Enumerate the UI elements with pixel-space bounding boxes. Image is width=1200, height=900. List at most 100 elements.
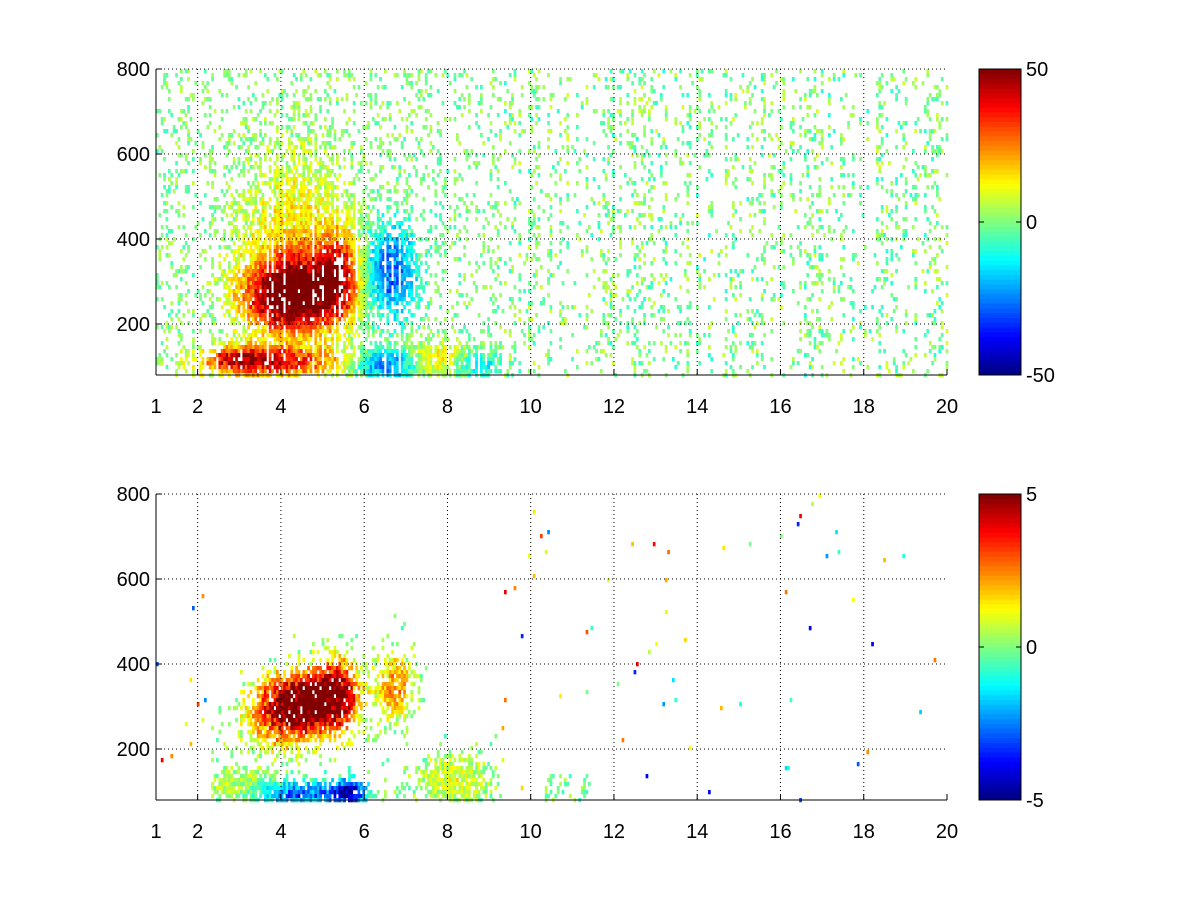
heatmap-cell (295, 185, 298, 190)
heatmap-cell (405, 317, 409, 322)
heatmap-cell (400, 257, 404, 262)
heatmap-cell (468, 369, 471, 374)
heatmap-cell (288, 313, 291, 318)
heatmap-cell (420, 277, 423, 282)
heatmap-cell (266, 77, 270, 82)
heatmap-cell (249, 201, 253, 206)
heatmap-cell (619, 245, 622, 250)
heatmap-cell (237, 361, 241, 366)
heatmap-cell (304, 229, 308, 234)
heatmap-cell (369, 69, 373, 74)
heatmap-cell (264, 117, 267, 122)
heatmap-cell (333, 357, 337, 362)
heatmap-cell (528, 229, 531, 234)
heatmap-cell (405, 193, 409, 198)
heatmap-cell (340, 97, 344, 102)
heatmap-cell (288, 305, 291, 310)
heatmap-cell (513, 129, 517, 134)
heatmap-cell (314, 249, 318, 254)
heatmap-cell (607, 321, 610, 326)
heatmap-cell (295, 197, 298, 202)
heatmap-cell (307, 141, 310, 146)
heatmap-cell (480, 365, 483, 370)
heatmap-cell (278, 169, 282, 174)
heatmap-cell (314, 157, 318, 162)
heatmap-cell (273, 253, 277, 258)
heatmap-cell (252, 361, 255, 366)
heatmap-cell (352, 193, 356, 198)
heatmap-cell (468, 153, 471, 158)
heatmap-cell (379, 217, 382, 222)
heatmap-cell (264, 249, 267, 254)
heatmap-cell (261, 241, 265, 246)
heatmap-cell (364, 309, 368, 314)
heatmap-cell (206, 289, 210, 294)
heatmap-cell (331, 205, 334, 210)
heatmap-cell (348, 309, 351, 314)
heatmap-cell (422, 345, 426, 350)
heatmap-cell (292, 257, 296, 262)
heatmap-cell (420, 365, 423, 370)
heatmap-cell (408, 81, 411, 86)
heatmap-cell (336, 197, 339, 202)
heatmap-cell (297, 333, 301, 338)
heatmap-cell (254, 309, 258, 314)
heatmap-cell (388, 217, 392, 222)
heatmap-cell (170, 229, 174, 234)
heatmap-cell (273, 365, 277, 370)
heatmap-cell (434, 73, 438, 78)
heatmap-cell (633, 297, 637, 302)
heatmap-cell (391, 297, 394, 302)
heatmap-cell (163, 77, 166, 82)
heatmap-cell (177, 301, 181, 306)
heatmap-cell (278, 69, 282, 74)
heatmap-cell (631, 113, 634, 118)
heatmap-cell (213, 205, 217, 210)
heatmap-cell (175, 361, 178, 366)
heatmap-cell (254, 201, 258, 206)
heatmap-cell (424, 253, 428, 258)
heatmap-cell (360, 349, 363, 354)
heatmap-cell (364, 265, 368, 270)
heatmap-cell (228, 133, 231, 138)
heatmap-cell (463, 277, 466, 282)
heatmap-cell (348, 249, 351, 254)
heatmap-cell (254, 329, 258, 334)
heatmap-cell (379, 141, 382, 146)
heatmap-cell (295, 321, 298, 326)
heatmap-cell (357, 265, 361, 270)
heatmap-cell (316, 177, 320, 182)
heatmap-cell (290, 129, 294, 134)
heatmap-cell (208, 313, 212, 318)
heatmap-cell (177, 145, 181, 150)
heatmap-cell (336, 253, 339, 258)
heatmap-cell (314, 369, 318, 374)
heatmap-cell (309, 153, 313, 158)
heatmap-cell (280, 305, 284, 310)
heatmap-cell (206, 281, 210, 286)
heatmap-cell (468, 301, 471, 306)
heatmap-cell (386, 221, 390, 226)
heatmap-cell (331, 181, 334, 186)
heatmap-cell (218, 337, 222, 342)
heatmap-cell (261, 253, 265, 258)
heatmap-cell (309, 273, 313, 278)
heatmap-cell (254, 281, 258, 286)
heatmap-cell (244, 337, 248, 342)
heatmap-cell (494, 165, 498, 170)
heatmap-cell (213, 129, 217, 134)
heatmap-cell (537, 173, 541, 178)
heatmap-cell (513, 341, 517, 346)
heatmap-cell (168, 177, 171, 182)
heatmap-cell (532, 233, 536, 238)
heatmap-cell (360, 261, 363, 266)
heatmap-cell (264, 273, 267, 278)
heatmap-cell (304, 365, 308, 370)
heatmap-cell (576, 349, 579, 354)
heatmap-cell (566, 113, 570, 118)
heatmap-cell (316, 293, 320, 298)
heatmap-cell (609, 97, 613, 102)
heatmap-cell (249, 265, 253, 270)
heatmap-cell (261, 369, 265, 374)
heatmap-cell (434, 193, 438, 198)
